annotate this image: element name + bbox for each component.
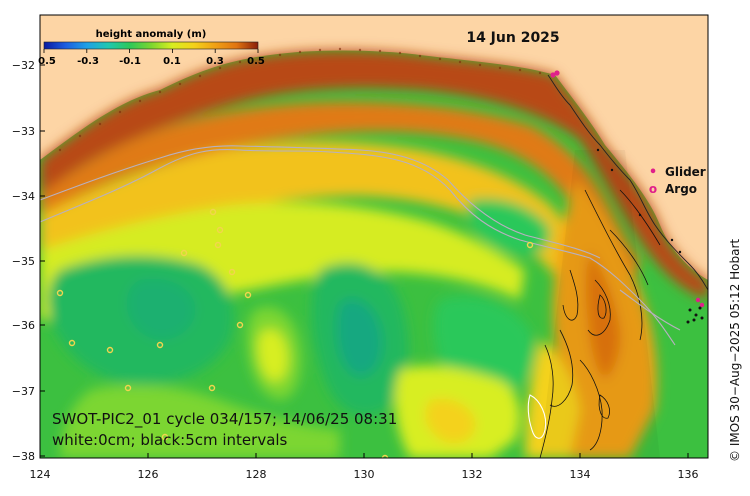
caption-line-1: SWOT-PIC2_01 cycle 034/157; 14/06/25 08:… bbox=[52, 410, 397, 429]
map-date: 14 Jun 2025 bbox=[466, 30, 559, 46]
glider-legend-symbol: • bbox=[649, 165, 657, 180]
y-tick-label: −37 bbox=[12, 385, 35, 398]
y-tick-label: −34 bbox=[12, 190, 35, 203]
imos-credit: © IMOS 30−Aug−2025 05:12 Hobart bbox=[728, 239, 742, 462]
x-tick-label: 126 bbox=[138, 468, 159, 481]
glider-markers bbox=[550, 70, 705, 308]
contour-lines bbox=[539, 189, 661, 458]
argo-legend-symbol: o bbox=[649, 182, 657, 196]
y-axis: −32 −33 −34 −35 −36 −37 −38 bbox=[12, 59, 35, 463]
x-tick-label: 132 bbox=[462, 468, 483, 481]
colorbar-tick: 0.5 bbox=[38, 56, 56, 67]
map-legend: • Glider o Argo bbox=[649, 165, 706, 196]
caption-line-2: white:0cm; black:5cm intervals bbox=[52, 431, 288, 449]
bathymetry-contours bbox=[40, 145, 681, 346]
glider-legend-label: Glider bbox=[665, 165, 706, 179]
colorbar-tick: -0.1 bbox=[119, 56, 141, 67]
map-plot-area bbox=[40, 15, 708, 458]
x-tick-label: 134 bbox=[570, 468, 591, 481]
x-axis: 124 126 128 130 132 134 136 bbox=[30, 468, 699, 481]
x-tick-label: 128 bbox=[246, 468, 267, 481]
colorbar-tick: 0.1 bbox=[163, 56, 181, 67]
colorbar-tick: -0.3 bbox=[77, 56, 99, 67]
colorbar-tick: 0.3 bbox=[206, 56, 224, 67]
x-tick-label: 136 bbox=[678, 468, 699, 481]
y-tick-label: −32 bbox=[12, 59, 35, 72]
y-tick-label: −36 bbox=[12, 319, 35, 332]
argo-markers bbox=[56, 208, 534, 458]
zero-contour bbox=[527, 394, 547, 439]
colorbar: height anomaly (m) 0.5 -0.3 -0.1 0.1 0.3… bbox=[38, 29, 265, 67]
colorbar-tick: 0.5 bbox=[247, 56, 265, 67]
y-tick-label: −35 bbox=[12, 255, 35, 268]
y-tick-label: −38 bbox=[12, 450, 35, 463]
argo-legend-label: Argo bbox=[665, 182, 697, 196]
colorbar-title: height anomaly (m) bbox=[96, 29, 207, 40]
x-tick-label: 124 bbox=[30, 468, 51, 481]
y-tick-label: −33 bbox=[12, 125, 35, 138]
x-tick-label: 130 bbox=[354, 468, 375, 481]
